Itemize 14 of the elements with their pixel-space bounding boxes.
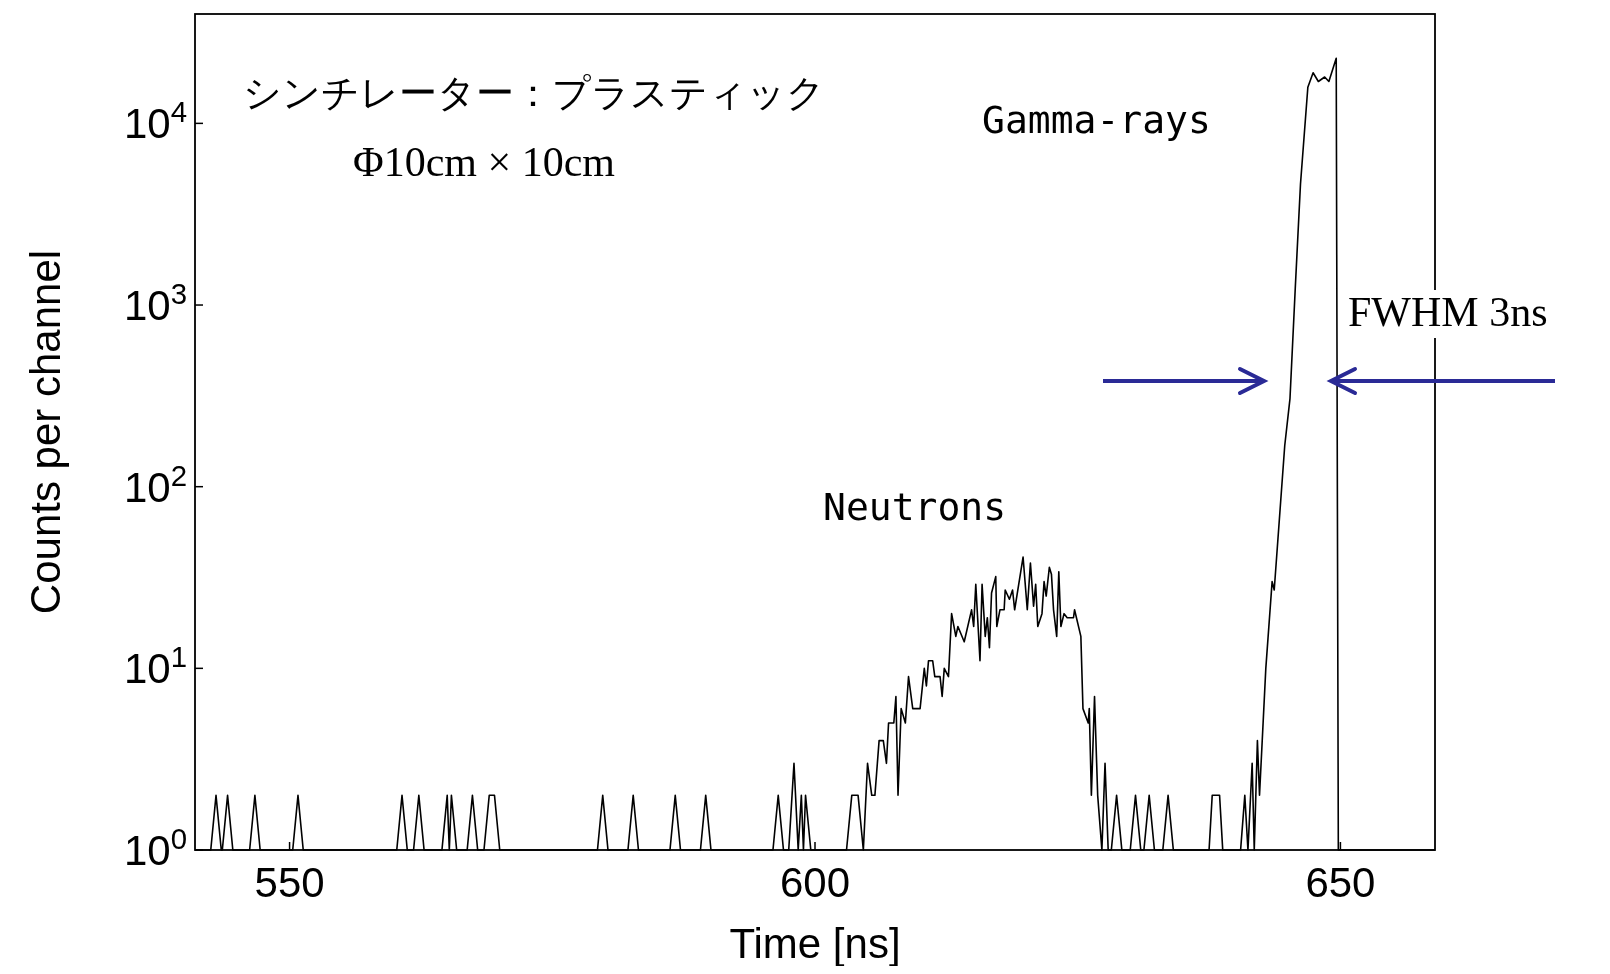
annotation: Φ10cm × 10cm <box>353 139 616 185</box>
annotation: シンチレーター：プラスティック <box>243 72 825 114</box>
y-axis-title: Counts per channel <box>22 249 69 615</box>
y-tick-label: 10$^{4}$ <box>123 94 187 148</box>
annotation: Neutrons <box>823 485 1007 529</box>
y-tick-label: 10$^{1}$ <box>123 639 187 693</box>
x-tick-label: 550 <box>254 859 325 906</box>
y-tick-label: 10$^{3}$ <box>123 276 187 330</box>
annotation: FWHM 3ns <box>1348 289 1548 335</box>
y-tick-label: 10$^{0}$ <box>123 821 187 874</box>
annotation: Gamma-rays <box>982 98 1211 142</box>
x-tick-label: 650 <box>1305 859 1376 906</box>
x-tick-label: 600 <box>779 859 851 906</box>
y-tick-label: 10$^{2}$ <box>123 458 187 511</box>
